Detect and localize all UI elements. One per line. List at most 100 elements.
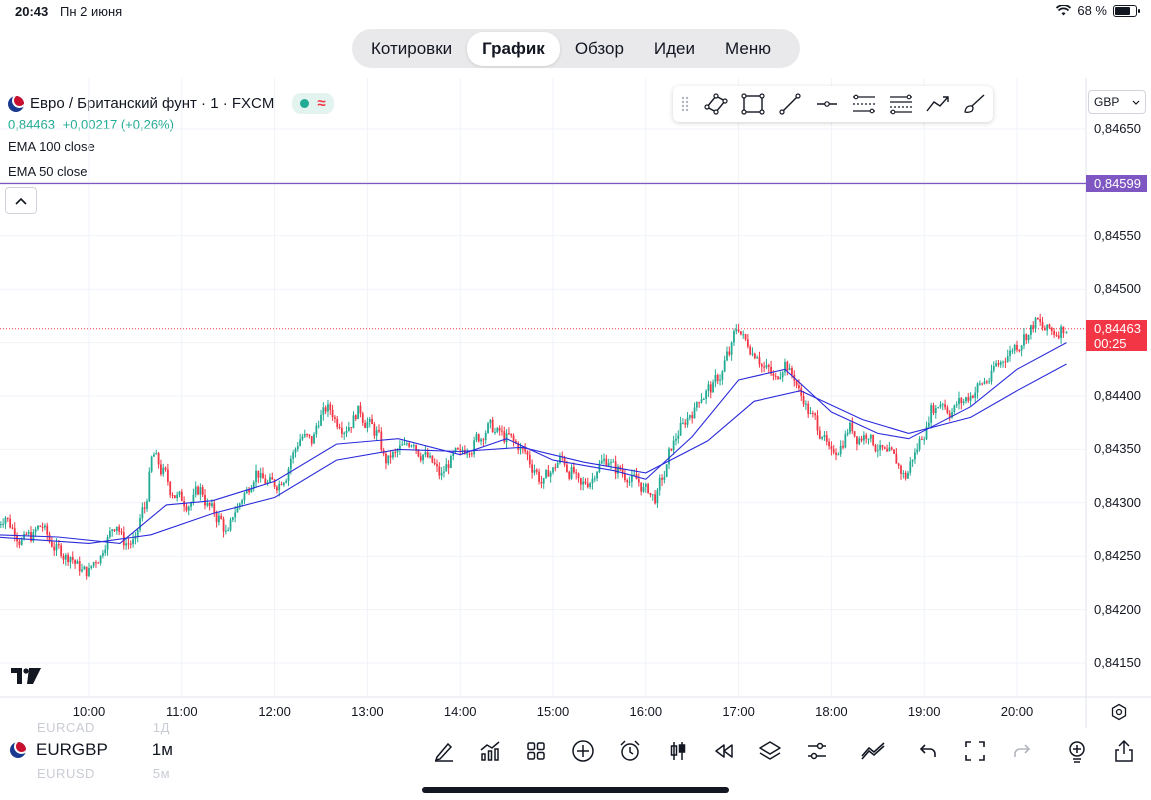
fib-extension-icon[interactable] (887, 91, 915, 117)
idea-icon[interactable] (1064, 738, 1090, 764)
candle-body (125, 543, 128, 546)
market-status-pill[interactable]: ≈ (292, 93, 334, 114)
fullscreen-icon[interactable] (962, 738, 988, 764)
path-icon[interactable] (924, 91, 952, 117)
candle-body (865, 435, 868, 439)
candle-body (663, 477, 666, 480)
candle-body (132, 539, 134, 545)
legend-price-line: 0,84463 +0,00217 (+0,26%) (8, 117, 174, 132)
currency-select[interactable]: GBP (1088, 90, 1146, 114)
candle-body (371, 418, 373, 425)
candle-body (64, 554, 67, 560)
candle-body (4, 517, 7, 524)
alert-clock-icon[interactable] (617, 738, 643, 764)
candle-body (354, 415, 357, 420)
candle-body (199, 487, 202, 495)
collapse-legend-button[interactable] (5, 187, 37, 214)
candle-body (389, 455, 392, 458)
candle-body (914, 452, 916, 460)
tab-3[interactable]: Идеи (653, 38, 696, 58)
candle-body (53, 546, 56, 551)
candle-body (164, 467, 167, 470)
rectangle-icon[interactable] (739, 91, 767, 117)
candle-body (127, 543, 130, 545)
candle-body (640, 482, 643, 492)
tab-1[interactable]: График (467, 31, 560, 66)
candle-body (345, 431, 348, 434)
candle-body (800, 388, 803, 396)
candle-body (538, 471, 540, 482)
candle-type-icon[interactable] (665, 738, 691, 764)
layout-grid-icon[interactable] (523, 738, 549, 764)
candle-body (524, 448, 527, 452)
candle-body (396, 450, 399, 453)
tab-4[interactable]: Меню (725, 38, 771, 58)
rotated-rectangle-icon[interactable] (702, 91, 730, 117)
drag-handle-icon[interactable] (681, 96, 689, 112)
bottom-interval[interactable]: 1м (151, 740, 173, 759)
candle-body (753, 353, 756, 359)
candle-body (552, 467, 554, 473)
candle-body (958, 397, 960, 405)
candle-body (238, 503, 241, 507)
share-icon[interactable] (1111, 738, 1137, 764)
symbol-switcher[interactable]: EURGBP 1м (10, 740, 173, 760)
candle-body (215, 513, 218, 523)
trend-line-icon[interactable] (776, 91, 804, 117)
fib-retracement-icon[interactable] (850, 91, 878, 117)
layers-icon[interactable] (757, 738, 783, 764)
candle-body (224, 530, 227, 532)
indicator-ema100[interactable]: EMA 100 close (8, 139, 95, 154)
currency-label: GBP (1094, 95, 1120, 109)
candle-body (276, 486, 278, 491)
tab-0[interactable]: Котировки (371, 38, 453, 58)
bottom-symbol[interactable]: EURGBP (36, 740, 108, 759)
undo-icon[interactable] (915, 738, 941, 764)
compare-icon[interactable] (860, 738, 886, 764)
candle-body (143, 507, 146, 509)
candle-body (69, 556, 72, 563)
candle-body (744, 334, 747, 340)
tradingview-logo[interactable] (11, 668, 41, 689)
candle-body (450, 456, 452, 468)
market-open-dot-icon (300, 99, 310, 108)
candle-body (540, 481, 543, 484)
tab-2[interactable]: Обзор (574, 38, 624, 58)
candle-body (918, 438, 921, 450)
candle-body (278, 483, 281, 491)
replay-icon[interactable] (711, 738, 737, 764)
price-chart[interactable] (0, 78, 1151, 728)
candle-body (394, 452, 397, 454)
candle-body (879, 445, 882, 451)
wifi-icon (1056, 5, 1072, 16)
price-tick: 0,84250 (1094, 548, 1141, 564)
indicators-icon[interactable] (477, 738, 503, 764)
candle-body (44, 525, 46, 528)
symbol-legend[interactable]: Евро / Британский фунт · 1 · FXCM ≈ (8, 93, 334, 114)
candle-body (185, 506, 188, 511)
candle-body (702, 398, 705, 400)
indicator-ema50[interactable]: EMA 50 close (8, 164, 88, 179)
candle-body (823, 435, 826, 437)
candle-body (765, 365, 768, 368)
candle-body (818, 430, 821, 439)
candle-body (721, 371, 724, 380)
horizontal-ray-icon[interactable] (813, 91, 841, 117)
add-icon[interactable] (570, 738, 596, 764)
brush-icon[interactable] (961, 91, 989, 117)
candle-body (60, 545, 63, 556)
candle-body (410, 445, 413, 447)
chevron-up-icon (15, 197, 27, 205)
pencil-icon[interactable] (431, 738, 457, 764)
candle-body (559, 455, 561, 464)
chart-settings-icon[interactable] (1110, 703, 1128, 721)
candle-body (113, 529, 116, 531)
candle-body (67, 554, 70, 563)
settings-sliders-icon[interactable] (804, 738, 830, 764)
candle-body (412, 445, 415, 447)
price-tick: 0,84150 (1094, 655, 1141, 670)
symbol-title[interactable]: Евро / Британский фунт · 1 · FXCM (30, 95, 275, 112)
candle-body (148, 471, 151, 502)
candle-body (726, 351, 728, 361)
candle-body (496, 427, 499, 433)
